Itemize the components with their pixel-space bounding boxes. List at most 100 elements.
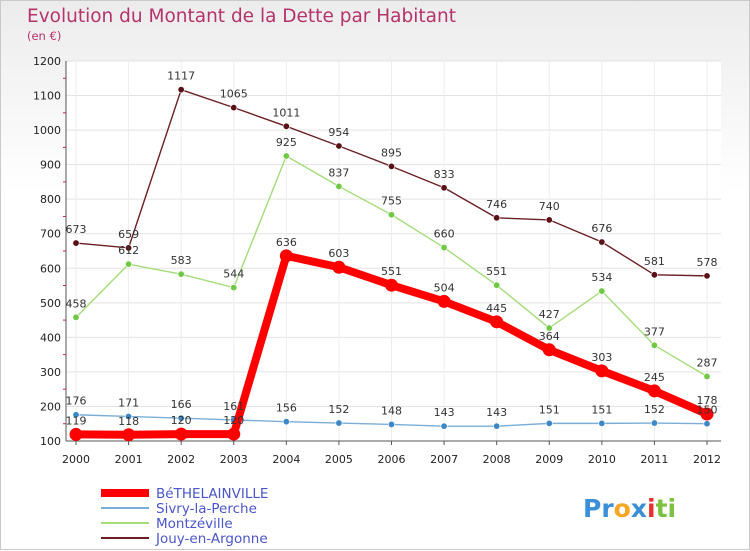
legend-label-montzeville: Montzéville [156,516,233,532]
data-label-bethelainville: 120 [171,414,192,427]
data-label-jouy-en-argonne: 676 [591,222,612,235]
data-point-sivry-la-perche [440,422,448,430]
data-label-sivry-la-perche: 176 [66,395,87,408]
data-label-bethelainville: 603 [328,247,349,260]
x-tick-label: 2012 [693,453,721,466]
logo-part: o [614,494,631,523]
data-label-jouy-en-argonne: 954 [328,126,349,139]
x-tick-label: 2009 [535,453,563,466]
data-label-sivry-la-perche: 148 [381,404,402,417]
data-point-bethelainville [69,427,83,441]
x-tick-label: 2006 [378,453,406,466]
data-point-bethelainville [174,427,188,441]
series-layer [69,86,714,442]
chart-title: Evolution du Montant de la Dette par Hab… [27,6,456,27]
data-label-bethelainville: 119 [66,414,87,427]
data-point-bethelainville [437,294,451,308]
data-point-jouy-en-argonne [598,238,606,246]
data-label-jouy-en-argonne: 1065 [220,88,248,101]
data-label-sivry-la-perche: 151 [591,403,612,416]
data-label-jouy-en-argonne: 659 [118,228,139,241]
x-tick-label: 2000 [62,453,90,466]
y-tick-label: 100 [40,435,61,448]
data-point-sivry-la-perche [72,411,80,419]
grid [66,60,721,442]
data-point-jouy-en-argonne [72,239,80,247]
data-label-sivry-la-perche: 156 [276,402,297,415]
data-point-montzeville [598,287,606,295]
data-point-sivry-la-perche [387,420,395,428]
data-label-sivry-la-perche: 150 [697,404,718,417]
x-tick-label: 2002 [167,453,195,466]
data-point-montzeville [72,313,80,321]
y-tick-label: 400 [40,331,61,344]
data-point-sivry-la-perche [545,419,553,427]
data-point-bethelainville [122,428,136,442]
proxiti-logo: Proxiti [583,494,676,523]
y-tick-label: 500 [40,297,61,310]
data-point-bethelainville [332,260,346,274]
data-point-bethelainville [700,407,714,421]
data-point-montzeville [125,260,133,268]
y-tick-label: 700 [40,228,61,241]
data-point-jouy-en-argonne [493,214,501,222]
data-point-montzeville [230,284,238,292]
data-point-jouy-en-argonne [387,162,395,170]
data-label-sivry-la-perche: 171 [118,396,139,409]
data-point-montzeville [650,341,658,349]
data-label-montzeville: 755 [381,195,402,208]
x-tick-label: 2001 [115,453,143,466]
data-point-sivry-la-perche [650,419,658,427]
legend: BéTHELAINVILLESivry-la-PercheMontzéville… [101,486,268,547]
chart-subtitle: (en €) [27,29,61,43]
y-tick-label: 1000 [33,124,61,137]
data-point-bethelainville [279,249,293,263]
data-point-sivry-la-perche [493,422,501,430]
logo-part: x [631,494,647,523]
data-point-sivry-la-perche [335,419,343,427]
data-point-jouy-en-argonne [650,271,658,279]
data-label-sivry-la-perche: 151 [539,403,560,416]
data-label-montzeville: 287 [697,356,718,369]
data-label-jouy-en-argonne: 1117 [167,70,195,83]
data-label-montzeville: 534 [591,271,612,284]
data-label-jouy-en-argonne: 581 [644,255,665,268]
data-point-montzeville [545,324,553,332]
data-label-jouy-en-argonne: 895 [381,146,402,159]
data-label-bethelainville: 178 [697,394,718,407]
data-point-sivry-la-perche [125,412,133,420]
data-point-sivry-la-perche [703,420,711,428]
data-point-sivry-la-perche [177,414,185,422]
data-label-bethelainville: 636 [276,236,297,249]
data-label-bethelainville: 551 [381,265,402,278]
data-label-sivry-la-perche: 166 [171,398,192,411]
data-label-bethelainville: 245 [644,371,665,384]
data-label-bethelainville: 303 [591,351,612,364]
data-label-montzeville: 458 [66,297,87,310]
plot-area [66,61,721,441]
data-point-bethelainville [595,364,609,378]
y-tick-label: 1100 [33,90,61,103]
x-tick-label: 2007 [430,453,458,466]
x-tick-label: 2010 [588,453,616,466]
data-label-sivry-la-perche: 161 [223,400,244,413]
y-tick-label: 800 [40,193,61,206]
data-label-bethelainville: 364 [539,330,560,343]
y-tick-label: 1200 [33,55,61,68]
data-label-montzeville: 377 [644,325,665,338]
data-label-jouy-en-argonne: 673 [66,223,87,236]
data-label-jouy-en-argonne: 740 [539,200,560,213]
data-point-jouy-en-argonne [545,216,553,224]
data-label-montzeville: 925 [276,136,297,149]
data-label-sivry-la-perche: 143 [486,406,507,419]
data-point-montzeville [282,152,290,160]
data-point-jouy-en-argonne [282,122,290,130]
x-tick-label: 2008 [483,453,511,466]
data-label-sivry-la-perche: 152 [328,403,349,416]
x-tick-label: 2003 [220,453,248,466]
data-point-montzeville [335,182,343,190]
data-label-jouy-en-argonne: 746 [486,198,507,211]
data-label-montzeville: 583 [171,254,192,267]
